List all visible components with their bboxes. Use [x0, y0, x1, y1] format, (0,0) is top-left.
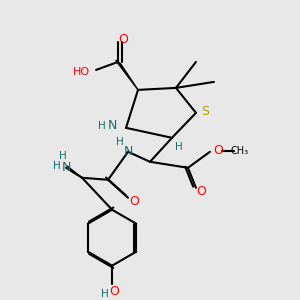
Text: N: N	[107, 119, 117, 132]
Text: CH₃: CH₃	[231, 146, 249, 156]
Text: H: H	[53, 161, 61, 171]
Text: H: H	[116, 137, 124, 147]
Polygon shape	[67, 166, 82, 178]
Text: N: N	[123, 145, 133, 158]
Text: HO: HO	[73, 67, 90, 77]
Text: S: S	[201, 105, 209, 119]
Text: O: O	[213, 144, 223, 157]
Text: H: H	[98, 121, 106, 131]
Text: H: H	[175, 142, 183, 152]
Text: O: O	[196, 185, 206, 198]
Text: O: O	[109, 285, 119, 298]
Text: H: H	[59, 151, 67, 161]
Polygon shape	[116, 60, 138, 90]
Text: O: O	[129, 195, 139, 208]
Text: N: N	[61, 161, 71, 174]
Text: O: O	[118, 33, 128, 46]
Text: H: H	[101, 289, 109, 298]
